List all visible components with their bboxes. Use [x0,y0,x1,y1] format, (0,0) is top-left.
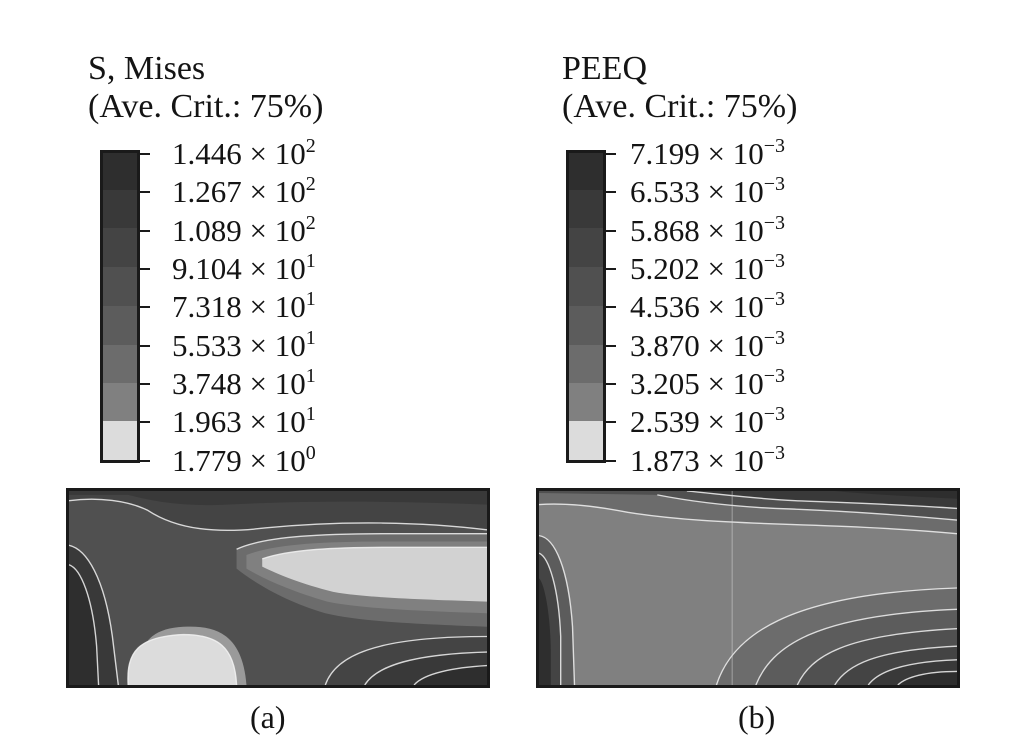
legend-value: 9.104 × 101 [172,250,316,286]
legend-swatch [100,383,140,421]
legend-tick [604,383,616,385]
legend-value: 1.267 × 102 [172,173,316,209]
legend-tick [604,460,616,462]
legend-value: 1.779 × 100 [172,442,316,478]
legend-tick [604,191,616,193]
legend-subtitle: (Ave. Crit.: 75%) [562,88,798,125]
legend-swatch [566,345,606,383]
legend-swatch [100,190,140,228]
legend-swatch [566,306,606,345]
legend-title: S, Mises [88,50,206,87]
legend-tick [138,153,150,155]
contour-image [69,491,487,685]
legend-swatch [100,421,140,463]
legend-tick [604,230,616,232]
legend-title: PEEQ [562,50,647,87]
legend-value: 7.199 × 10−3 [630,135,786,171]
legend-value: 5.868 × 10−3 [630,212,786,248]
legend-tick [604,306,616,308]
panel-peeq: PEEQ (Ave. Crit.: 75%) 7.199 × 10−3 6.53… [470,0,960,737]
legend-tick [138,230,150,232]
legend-value: 1.089 × 102 [172,212,316,248]
legend-color-bar [566,150,606,463]
legend-tick [138,268,150,270]
legend-swatch [566,267,606,306]
legend-swatch [566,190,606,228]
legend-value: 5.533 × 101 [172,327,316,363]
legend-value: 2.539 × 10−3 [630,403,786,439]
legend-swatch [566,228,606,267]
legend-value: 5.202 × 10−3 [630,250,786,286]
legend-tick [604,153,616,155]
legend-swatch [100,267,140,306]
legend-value: 3.205 × 10−3 [630,365,786,401]
legend-color-bar [100,150,140,463]
legend-tick [138,306,150,308]
legend-swatch [566,383,606,421]
legend-value: 4.536 × 10−3 [630,288,786,324]
legend-value: 7.318 × 101 [172,288,316,324]
legend-value: 1.446 × 102 [172,135,316,171]
figure-caption: (a) [250,699,286,735]
legend-tick [138,191,150,193]
panel-mises: S, Mises (Ave. Crit.: 75%) 1.446 × 102 1… [0,0,490,737]
legend-tick [138,345,150,347]
contour-image [539,491,957,685]
legend-tick [138,460,150,462]
legend-tick [138,421,150,423]
legend-swatch [100,306,140,345]
legend-swatch [100,228,140,267]
legend-tick [138,383,150,385]
legend-tick [604,268,616,270]
legend-tick [604,421,616,423]
legend-swatch [566,421,606,463]
legend-subtitle: (Ave. Crit.: 75%) [88,88,324,125]
legend-swatch [100,345,140,383]
figure-caption: (b) [738,699,776,735]
legend-tick [604,345,616,347]
mises-contour-plot [66,488,490,688]
legend-swatch [100,150,140,190]
legend-value: 6.533 × 10−3 [630,173,786,209]
legend-value: 3.748 × 101 [172,365,316,401]
legend-swatch [566,150,606,190]
legend-value: 3.870 × 10−3 [630,327,786,363]
legend-value: 1.873 × 10−3 [630,442,786,478]
legend-value: 1.963 × 101 [172,403,316,439]
peeq-contour-plot [536,488,960,688]
